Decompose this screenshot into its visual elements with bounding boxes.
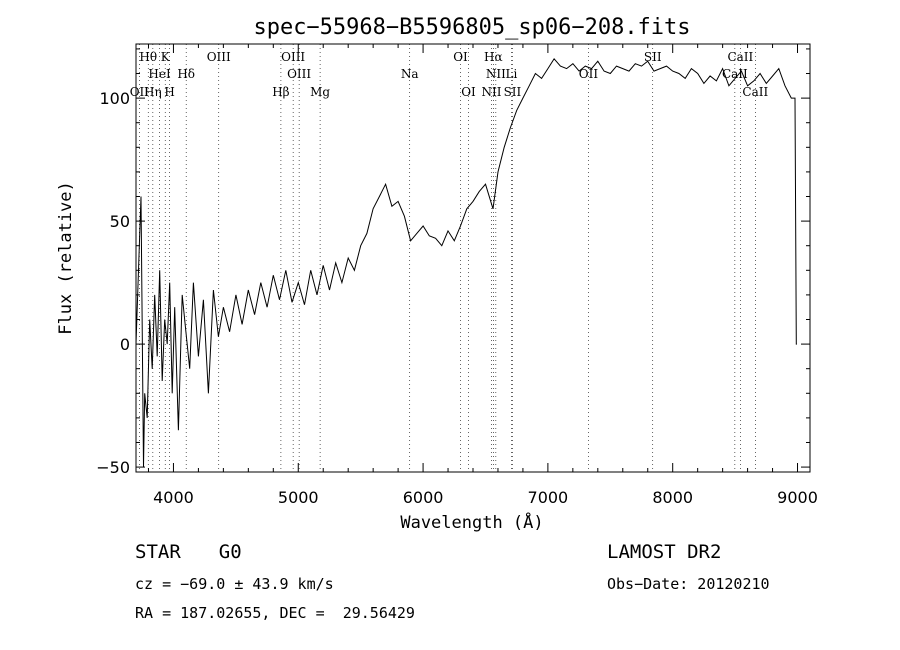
spectral-line-label: OI (461, 85, 476, 99)
y-axis-ticks: −50 0 50 100 (96, 48, 810, 477)
coordinates-text: RA = 187.02655, DEC = 29.56429 (135, 604, 415, 622)
x-tick-label: 6000 (403, 488, 444, 507)
y-tick-label: 50 (110, 212, 130, 231)
spectral-line-label: CaII (742, 85, 768, 99)
spectral-line-label: Hβ (272, 85, 289, 99)
spectral-line-label: Hα (484, 50, 503, 64)
spectral-line-label: HeI (148, 67, 171, 81)
spectral-line-label: NII (481, 85, 501, 99)
spectral-line-markers (139, 44, 756, 472)
class-label: STAR (135, 541, 181, 563)
y-tick-label: 100 (99, 89, 130, 108)
plot-frame (135, 43, 811, 473)
spectrum-line (135, 57, 797, 468)
survey-label: LAMOST DR2 (607, 541, 722, 563)
redshift-text: cz = −69.0 ± 43.9 km/s (135, 575, 334, 593)
spectral-line-label: OII (130, 85, 150, 99)
spectral-line-label: Hη (144, 85, 162, 99)
x-axis-ticks: 4000 5000 6000 7000 8000 9000 (147, 44, 818, 507)
spectral-line-label: K (161, 50, 171, 64)
spectral-line-label: Li (506, 67, 518, 81)
y-tick-label: 0 (120, 335, 130, 354)
spectral-line-label: Hδ (177, 67, 195, 81)
spectral-line-label: OII (579, 67, 599, 81)
x-tick-label: 4000 (153, 488, 194, 507)
x-tick-label: 7000 (528, 488, 569, 507)
spectral-line-label: Hθ (139, 50, 157, 64)
x-axis-label: Wavelength (Å) (400, 511, 543, 533)
spectral-line-label: OIII (207, 50, 231, 64)
y-tick-label: −50 (96, 458, 130, 477)
spectral-line-label: NII (486, 67, 506, 81)
spectral-line-label: OI (453, 50, 468, 64)
subclass-label: G0 (218, 541, 242, 563)
spectral-line-label: SII (644, 50, 662, 64)
x-tick-label: 5000 (278, 488, 319, 507)
spectral-line-label: OIII (281, 50, 305, 64)
spectral-line-label: CaII (727, 50, 753, 64)
spectral-line-label: H (164, 85, 174, 99)
x-tick-label: 8000 (652, 488, 693, 507)
chart-title: spec−55968−B5596805_sp06−208.fits (253, 15, 690, 40)
object-class: STAR G0 (135, 541, 242, 563)
spectral-line-label: Na (401, 67, 419, 81)
spectral-line-label: Mg (310, 85, 330, 99)
y-axis-label: Flux (relative) (56, 181, 76, 335)
obs-date-text: Obs−Date: 20120210 (607, 575, 770, 593)
x-tick-label: 9000 (777, 488, 818, 507)
spectral-line-label: SII (504, 85, 522, 99)
spectral-line-label: OIII (287, 67, 311, 81)
